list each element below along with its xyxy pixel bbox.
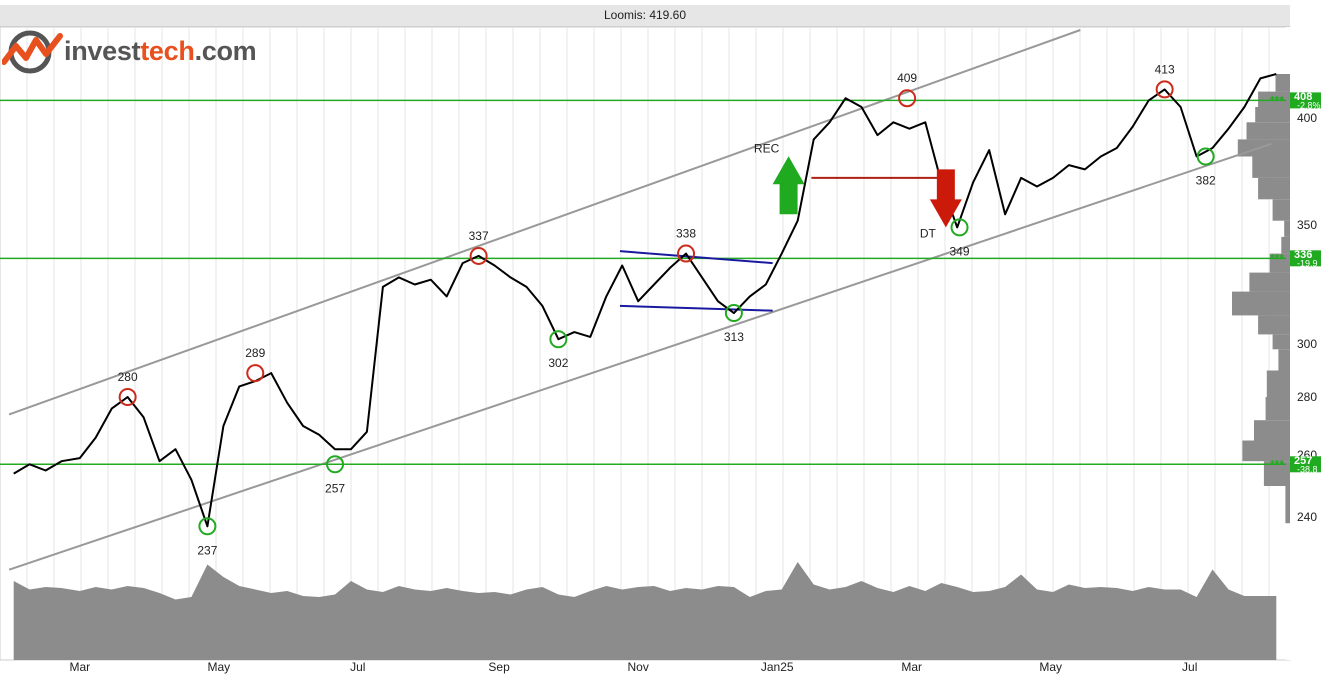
- trough-marker: [724, 304, 743, 323]
- x-tick-label: Jul: [350, 660, 365, 674]
- peak-label: 337: [469, 229, 489, 243]
- trough-marker: [950, 218, 969, 237]
- trend-channel-lower: [8, 142, 1273, 571]
- x-tick-label: Sep: [488, 660, 510, 674]
- level-change: -2.8%: [1297, 100, 1321, 110]
- brand-accent: tech: [140, 36, 195, 66]
- trough-marker: [1196, 147, 1215, 166]
- chart-title: Loomis: 419.60: [603, 8, 687, 22]
- signal-label: REC: [754, 141, 780, 155]
- y-tick-label: 400: [1297, 111, 1317, 125]
- level-value: 408: [1294, 91, 1312, 103]
- sell-signal-arrow-icon: [929, 169, 962, 228]
- trough-label: 302: [548, 356, 568, 370]
- peak-label: 289: [245, 346, 265, 360]
- peak-marker: [677, 244, 696, 263]
- y-axis-band: [1286, 27, 1321, 660]
- triangle-formation-line: [619, 250, 773, 265]
- volume-profile-bar: [1252, 156, 1290, 178]
- volume-profile-bar: [1232, 291, 1290, 316]
- level-value: 336: [1294, 249, 1312, 261]
- brand-prefix: invest: [64, 36, 141, 66]
- signal-label: DT: [920, 226, 937, 240]
- trend-channel-upper: [8, 29, 1081, 416]
- trough-label: 237: [197, 543, 217, 557]
- trough-label: 382: [1196, 174, 1216, 188]
- volume-profile-bar: [1284, 220, 1290, 237]
- volume-profile-bar: [1278, 349, 1290, 371]
- peak-label: 280: [118, 370, 138, 384]
- y-tick-label: 280: [1297, 390, 1317, 404]
- volume-profile-bar: [1237, 139, 1290, 157]
- x-tick-label: Jan25: [761, 660, 794, 674]
- peak-label: 338: [676, 227, 696, 241]
- volume-profile-bar: [1246, 122, 1290, 140]
- level-marker: ***: [1270, 457, 1284, 471]
- peak-label: 413: [1155, 62, 1175, 76]
- level-marker: ***: [1270, 251, 1284, 265]
- peak-marker: [118, 388, 137, 406]
- x-tick-label: Nov: [628, 660, 649, 674]
- x-tick-label: Mar: [69, 660, 90, 674]
- brand-logo-text: investtech.com: [64, 36, 257, 67]
- level-change: -19.9: [1297, 258, 1318, 268]
- volume-profile-bar: [1265, 397, 1290, 421]
- volume-profile-bar: [1254, 420, 1290, 441]
- level-change: -38.8: [1297, 464, 1318, 474]
- x-tick-label: Jul: [1182, 660, 1197, 674]
- volume-profile-bar: [1272, 334, 1290, 350]
- x-tick-label: Mar: [901, 660, 922, 674]
- trough-label: 313: [724, 330, 744, 344]
- plot-area: [0, 26, 1291, 661]
- peak-label: 409: [897, 71, 917, 85]
- brand-suffix: .com: [194, 36, 257, 66]
- level-badge: [1290, 250, 1321, 267]
- level-badge: [1290, 456, 1321, 473]
- volume-profile-bar: [1275, 74, 1290, 92]
- level-marker: ***: [1270, 93, 1284, 107]
- price-line: [13, 73, 1277, 528]
- volume-profile-bar: [1258, 315, 1290, 335]
- peak-marker: [1155, 80, 1174, 99]
- volume-profile-bar: [1263, 461, 1290, 486]
- triangle-formation-line: [619, 304, 773, 312]
- volume-profile-bar: [1266, 370, 1290, 397]
- level-value: 257: [1294, 455, 1312, 467]
- peak-marker: [246, 364, 265, 383]
- y-tick-label: 350: [1297, 218, 1317, 232]
- peak-marker: [469, 246, 488, 265]
- trough-marker: [549, 330, 568, 349]
- volume-area: [13, 562, 1277, 660]
- volume-profile-bar: [1242, 440, 1290, 462]
- volume-profile-bar: [1281, 236, 1290, 254]
- y-tick-label: 300: [1297, 337, 1317, 351]
- trough-label: 349: [950, 244, 970, 258]
- x-tick-label: May: [207, 660, 230, 674]
- investtech-logo-icon: [2, 30, 63, 74]
- volume-profile-bar: [1258, 91, 1290, 107]
- trough-marker: [198, 517, 217, 536]
- buy-signal-arrow-icon: [772, 156, 805, 215]
- peak-marker: [898, 89, 917, 108]
- trough-label: 257: [325, 481, 345, 495]
- x-tick-label: May: [1039, 660, 1062, 674]
- volume-profile-bar: [1249, 272, 1290, 292]
- trough-marker: [326, 455, 345, 474]
- volume-profile-bar: [1255, 107, 1290, 123]
- volume-profile-bar: [1285, 486, 1290, 524]
- level-badge: [1290, 92, 1321, 109]
- volume-profile-bar: [1272, 199, 1290, 221]
- volume-profile-bar: [1258, 177, 1290, 200]
- y-tick-label: 240: [1297, 510, 1317, 524]
